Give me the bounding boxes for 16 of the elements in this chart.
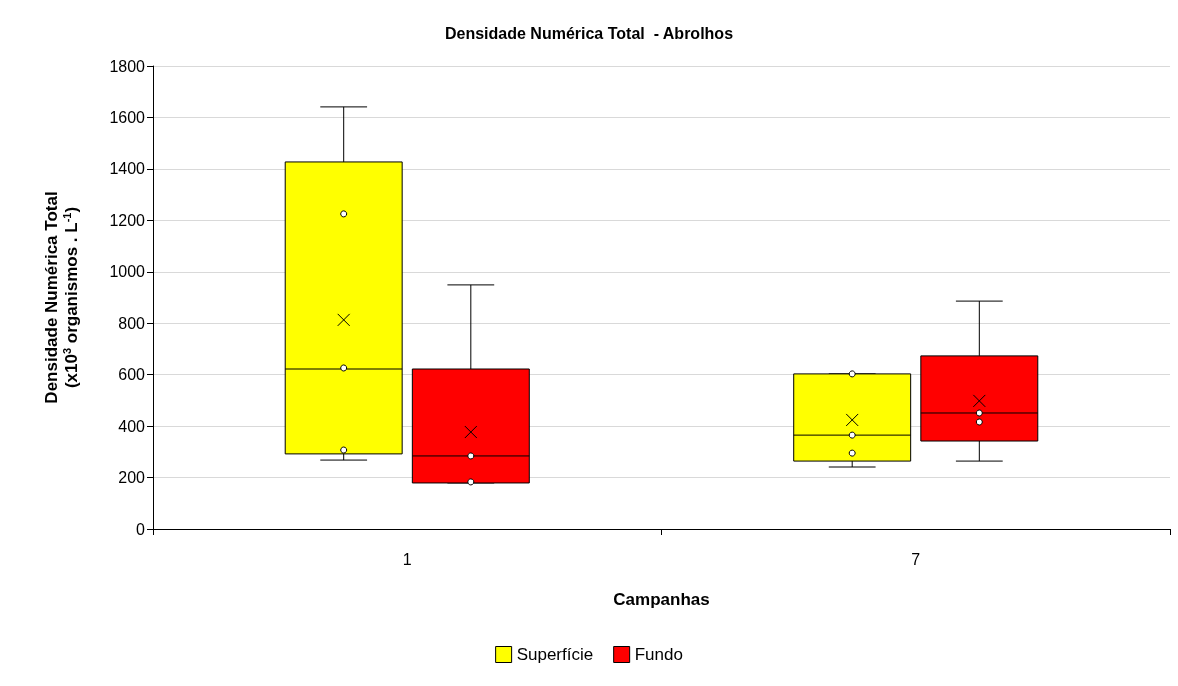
y-tick-label: 1200 <box>109 211 146 229</box>
x-tick-label: 1 <box>402 550 412 568</box>
legend-label: Fundo <box>634 645 683 664</box>
y-tick-label: 1000 <box>109 263 146 281</box>
y-tick-label: 800 <box>118 314 146 332</box>
x-axis-title: Campanhas <box>613 590 710 609</box>
x-tick-label: 7 <box>911 550 921 568</box>
y-tick-label: 600 <box>118 366 146 384</box>
legend-label: Superfície <box>516 645 594 664</box>
y-tick-label: 200 <box>118 469 146 487</box>
chart-title: Densidade Numérica Total - Abrolhos <box>444 24 734 42</box>
y-tick-label: 0 <box>136 520 146 538</box>
y-tick-label: 1800 <box>109 57 146 75</box>
y-tick-label: 1400 <box>109 160 146 178</box>
y-tick-label: 1600 <box>109 108 146 126</box>
y-tick-label: 400 <box>118 417 146 435</box>
